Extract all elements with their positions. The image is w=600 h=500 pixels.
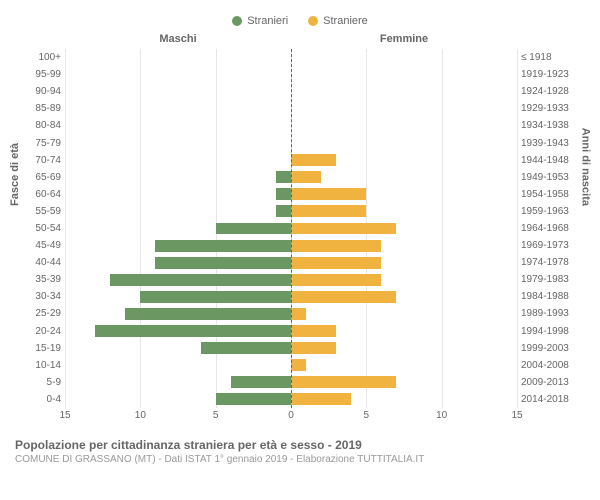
bar-female bbox=[291, 205, 366, 217]
bar-female bbox=[291, 325, 336, 337]
age-label: 50-54 bbox=[19, 223, 61, 234]
x-tick: 10 bbox=[436, 410, 447, 421]
age-label: 40-44 bbox=[19, 257, 61, 268]
x-axis: 15105051015 bbox=[65, 410, 517, 426]
birth-label: 1954-1958 bbox=[521, 189, 581, 200]
bar-male bbox=[231, 376, 291, 388]
age-label: 60-64 bbox=[19, 189, 61, 200]
age-label: 100+ bbox=[19, 52, 61, 63]
x-tick: 10 bbox=[135, 410, 146, 421]
legend-swatch-female bbox=[308, 16, 318, 26]
birth-label: 1919-1923 bbox=[521, 69, 581, 80]
plot-area: 100+≤ 191895-991919-192390-941924-192885… bbox=[65, 49, 517, 408]
age-label: 55-59 bbox=[19, 206, 61, 217]
bar-male bbox=[140, 291, 291, 303]
birth-label: 1979-1983 bbox=[521, 274, 581, 285]
birth-label: 1974-1978 bbox=[521, 257, 581, 268]
legend-item-female: Straniere bbox=[308, 15, 368, 27]
bar-female bbox=[291, 359, 306, 371]
bar-female bbox=[291, 274, 381, 286]
age-label: 20-24 bbox=[19, 326, 61, 337]
birth-label: 1949-1953 bbox=[521, 172, 581, 183]
age-label: 15-19 bbox=[19, 343, 61, 354]
birth-label: 1934-1938 bbox=[521, 120, 581, 131]
bar-male bbox=[216, 223, 291, 235]
bar-male bbox=[155, 257, 291, 269]
bar-female bbox=[291, 376, 396, 388]
x-tick: 5 bbox=[213, 410, 219, 421]
bar-male bbox=[276, 205, 291, 217]
birth-label: 1924-1928 bbox=[521, 86, 581, 97]
bar-female bbox=[291, 240, 381, 252]
birth-label: 2014-2018 bbox=[521, 394, 581, 405]
bar-female bbox=[291, 393, 351, 405]
bar-male bbox=[125, 308, 291, 320]
bar-female bbox=[291, 188, 366, 200]
birth-label: 1939-1943 bbox=[521, 138, 581, 149]
grid-line bbox=[517, 49, 518, 408]
birth-label: 1969-1973 bbox=[521, 240, 581, 251]
bar-female bbox=[291, 154, 336, 166]
birth-label: 1964-1968 bbox=[521, 223, 581, 234]
legend-label-female: Straniere bbox=[323, 15, 368, 27]
bar-female bbox=[291, 342, 336, 354]
age-label: 80-84 bbox=[19, 120, 61, 131]
legend-item-male: Stranieri bbox=[232, 15, 288, 27]
bar-male bbox=[276, 188, 291, 200]
bar-male bbox=[276, 171, 291, 183]
legend-label-male: Stranieri bbox=[247, 15, 288, 27]
legend-swatch-male bbox=[232, 16, 242, 26]
birth-label: 1989-1993 bbox=[521, 308, 581, 319]
age-label: 0-4 bbox=[19, 394, 61, 405]
bar-female bbox=[291, 291, 396, 303]
chart-footer: Popolazione per cittadinanza straniera p… bbox=[15, 434, 585, 465]
age-label: 95-99 bbox=[19, 69, 61, 80]
birth-label: 1959-1963 bbox=[521, 206, 581, 217]
birth-label: 2004-2008 bbox=[521, 360, 581, 371]
age-label: 5-9 bbox=[19, 377, 61, 388]
pyramid-chart: Fasce di età Anni di nascita Maschi Femm… bbox=[15, 33, 585, 428]
birth-label: ≤ 1918 bbox=[521, 52, 581, 63]
chart-title: Popolazione per cittadinanza straniera p… bbox=[15, 438, 585, 452]
birth-label: 1994-1998 bbox=[521, 326, 581, 337]
x-tick: 0 bbox=[288, 410, 294, 421]
birth-label: 2009-2013 bbox=[521, 377, 581, 388]
bar-male bbox=[95, 325, 291, 337]
x-tick: 15 bbox=[511, 410, 522, 421]
bar-male bbox=[216, 393, 291, 405]
age-label: 35-39 bbox=[19, 274, 61, 285]
bar-female bbox=[291, 223, 396, 235]
birth-label: 1999-2003 bbox=[521, 343, 581, 354]
age-label: 75-79 bbox=[19, 138, 61, 149]
legend: Stranieri Straniere bbox=[15, 15, 585, 27]
bar-female bbox=[291, 257, 381, 269]
header-female: Femmine bbox=[291, 33, 517, 45]
age-label: 30-34 bbox=[19, 291, 61, 302]
chart-subtitle: COMUNE DI GRASSANO (MT) - Dati ISTAT 1° … bbox=[15, 454, 585, 465]
center-line bbox=[291, 49, 292, 408]
age-label: 85-89 bbox=[19, 103, 61, 114]
bar-female bbox=[291, 171, 321, 183]
x-tick: 5 bbox=[364, 410, 370, 421]
x-tick: 15 bbox=[59, 410, 70, 421]
age-label: 90-94 bbox=[19, 86, 61, 97]
age-label: 25-29 bbox=[19, 308, 61, 319]
bar-male bbox=[201, 342, 291, 354]
birth-label: 1929-1933 bbox=[521, 103, 581, 114]
birth-label: 1984-1988 bbox=[521, 291, 581, 302]
bar-male bbox=[110, 274, 291, 286]
header-male: Maschi bbox=[65, 33, 291, 45]
bar-female bbox=[291, 308, 306, 320]
birth-label: 1944-1948 bbox=[521, 155, 581, 166]
age-label: 10-14 bbox=[19, 360, 61, 371]
column-headers: Maschi Femmine bbox=[65, 33, 517, 45]
age-label: 65-69 bbox=[19, 172, 61, 183]
age-label: 45-49 bbox=[19, 240, 61, 251]
bar-male bbox=[155, 240, 291, 252]
age-label: 70-74 bbox=[19, 155, 61, 166]
